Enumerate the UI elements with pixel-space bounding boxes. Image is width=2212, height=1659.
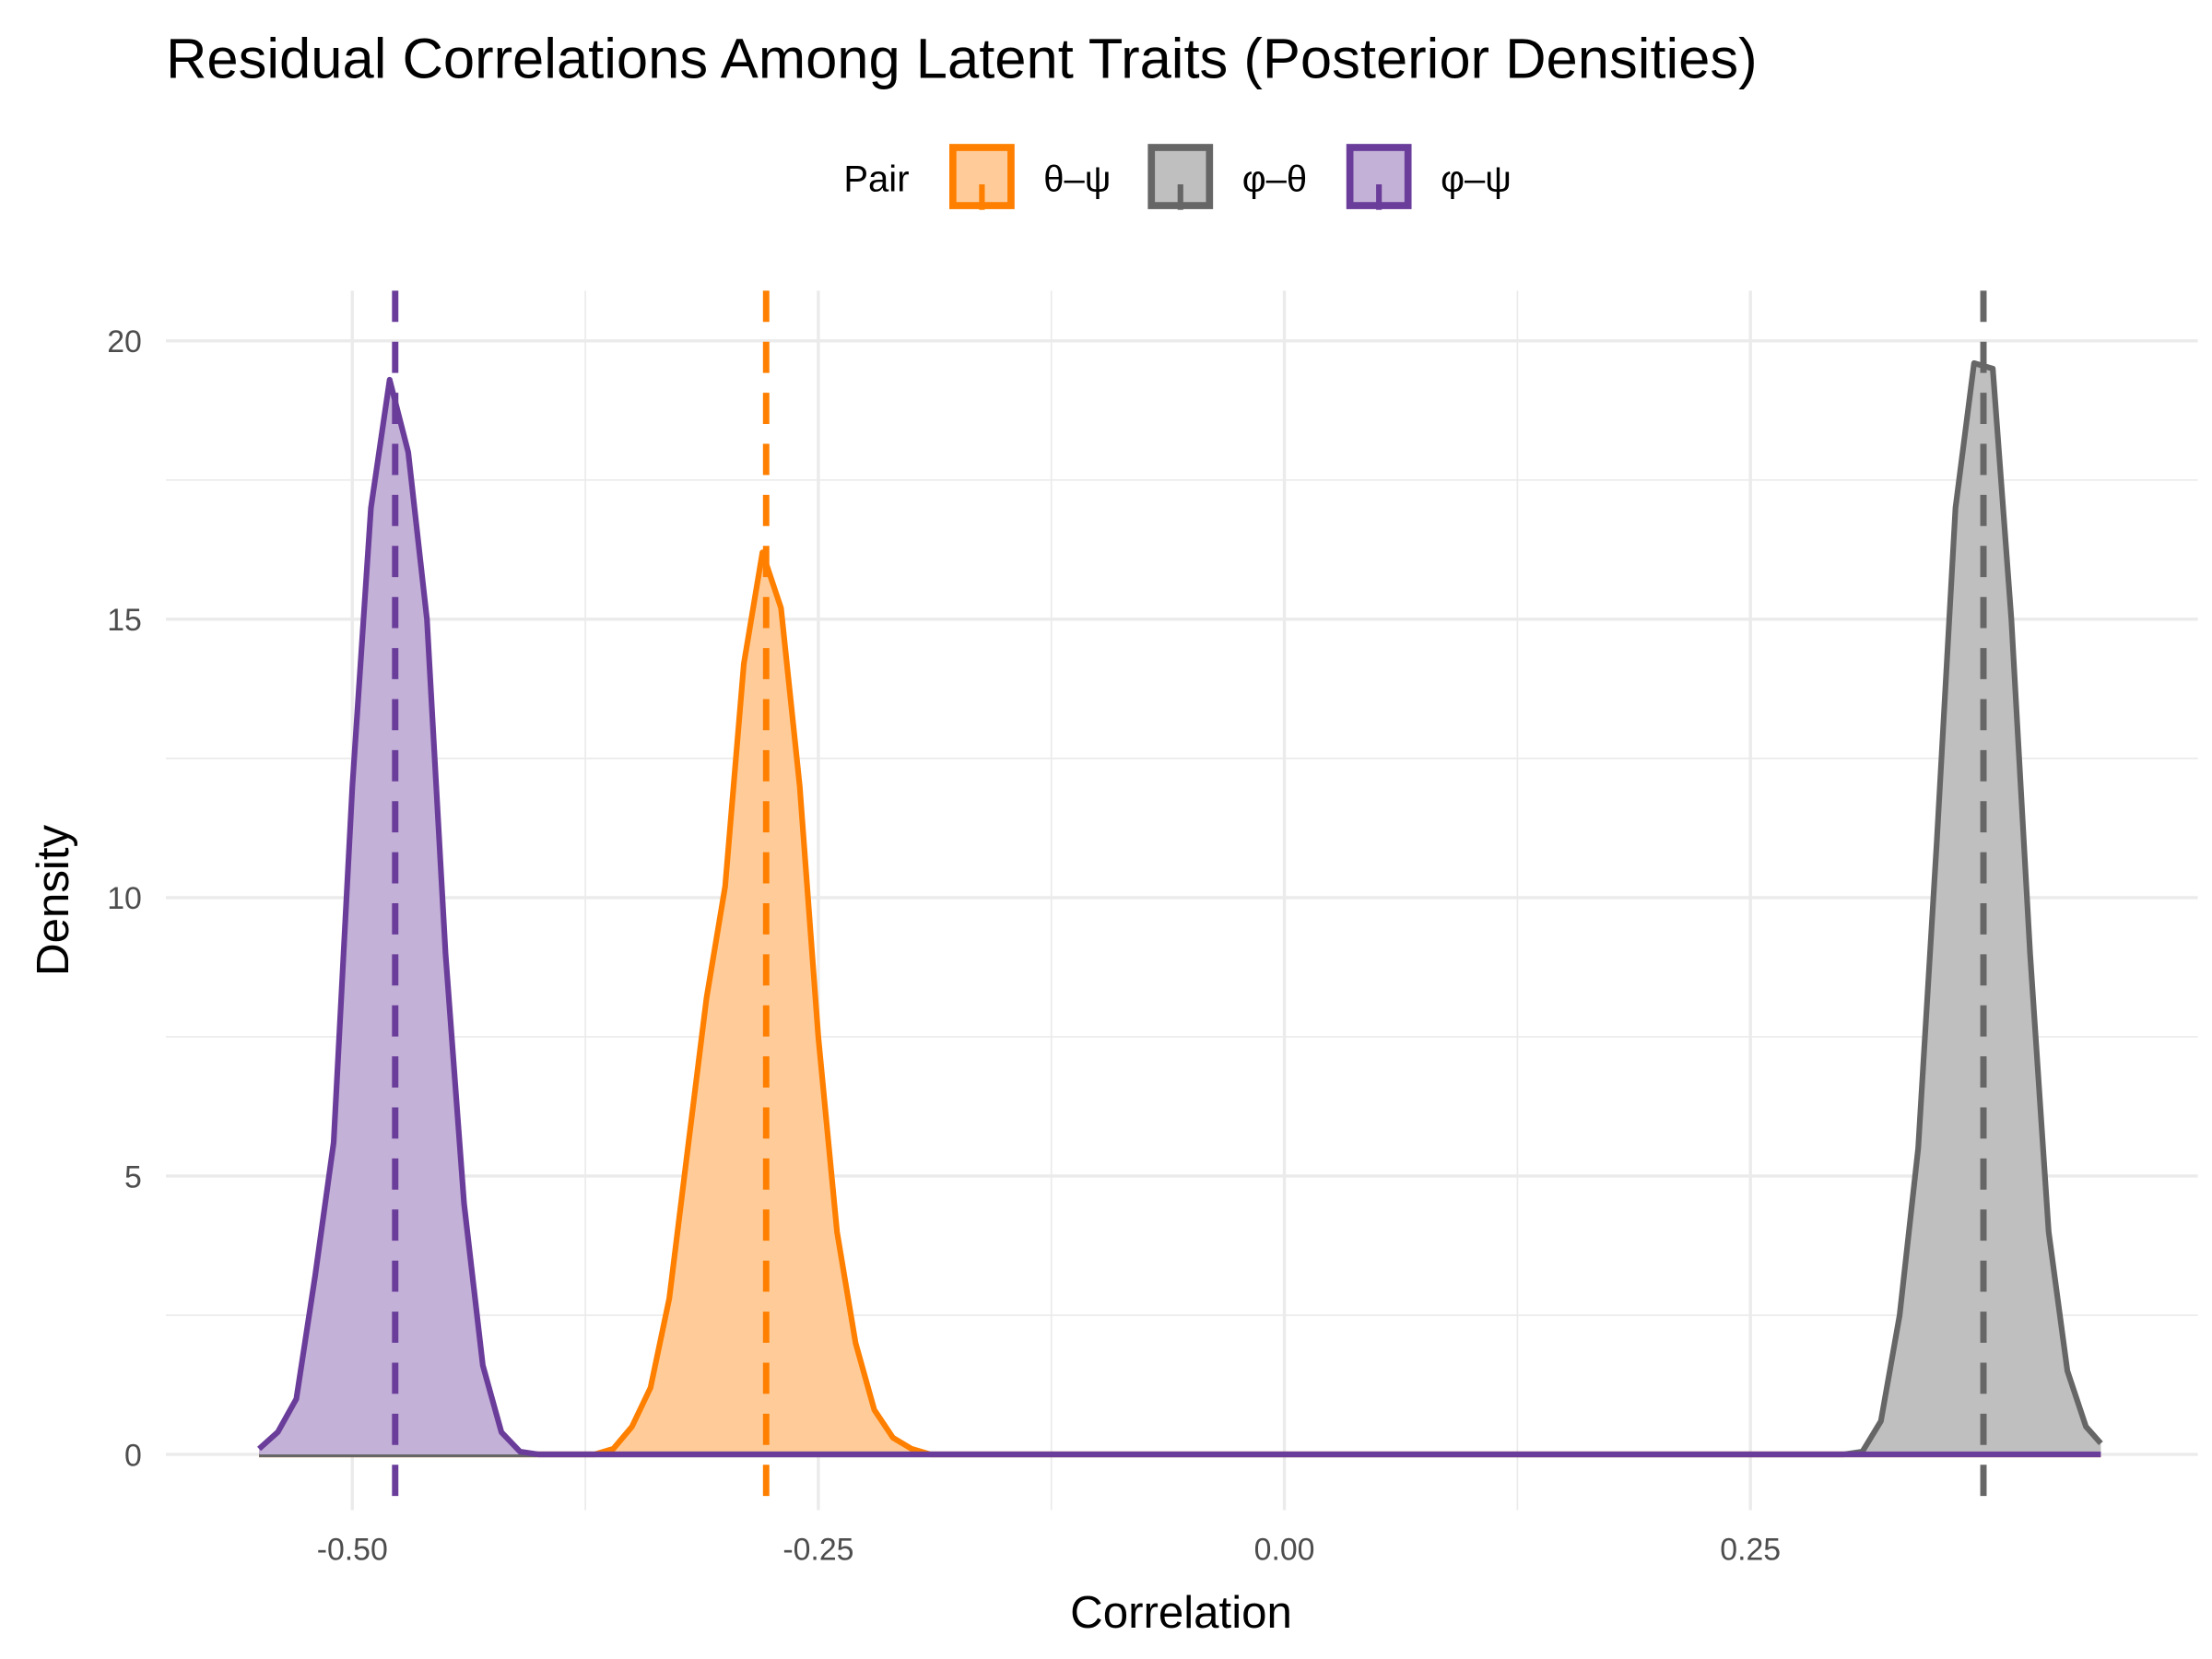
legend-item-0: θ–ψ	[949, 144, 1111, 210]
y-tick-label: 5	[124, 1159, 142, 1194]
legend-item-2: φ–ψ	[1346, 144, 1512, 210]
y-axis-label: Density	[28, 824, 78, 976]
x-tick-label: -0.25	[782, 1532, 853, 1567]
legend-label: φ–ψ	[1441, 159, 1512, 200]
y-tick-label: 15	[107, 603, 142, 638]
legend-item-1: φ–θ	[1147, 144, 1307, 210]
x-tick-label: -0.50	[317, 1532, 388, 1567]
legend-title: Pair	[843, 159, 909, 200]
series-2-density-area	[259, 379, 2101, 1455]
legend: Pair θ–ψ φ–θ φ–ψ	[843, 144, 1512, 210]
series-1-density-line	[259, 359, 2103, 1458]
series-0-density-area	[259, 552, 2101, 1455]
y-tick-label: 0	[124, 1438, 142, 1473]
legend-label: θ–ψ	[1043, 159, 1111, 200]
series-0-density-line	[259, 549, 2101, 1458]
x-axis-label: Correlation	[1070, 1587, 1292, 1638]
x-tick-label: 0.00	[1254, 1532, 1315, 1567]
series-1-density-area	[259, 363, 2101, 1455]
x-tick-label: 0.25	[1720, 1532, 1781, 1567]
y-tick-label: 10	[107, 881, 142, 916]
legend-label: φ–θ	[1242, 159, 1307, 200]
chart-title: Residual Correlations Among Latent Trait…	[166, 28, 1758, 91]
y-tick-label: 20	[107, 324, 142, 359]
series-2-density-line	[257, 376, 2101, 1458]
legend-key	[1147, 144, 1214, 209]
